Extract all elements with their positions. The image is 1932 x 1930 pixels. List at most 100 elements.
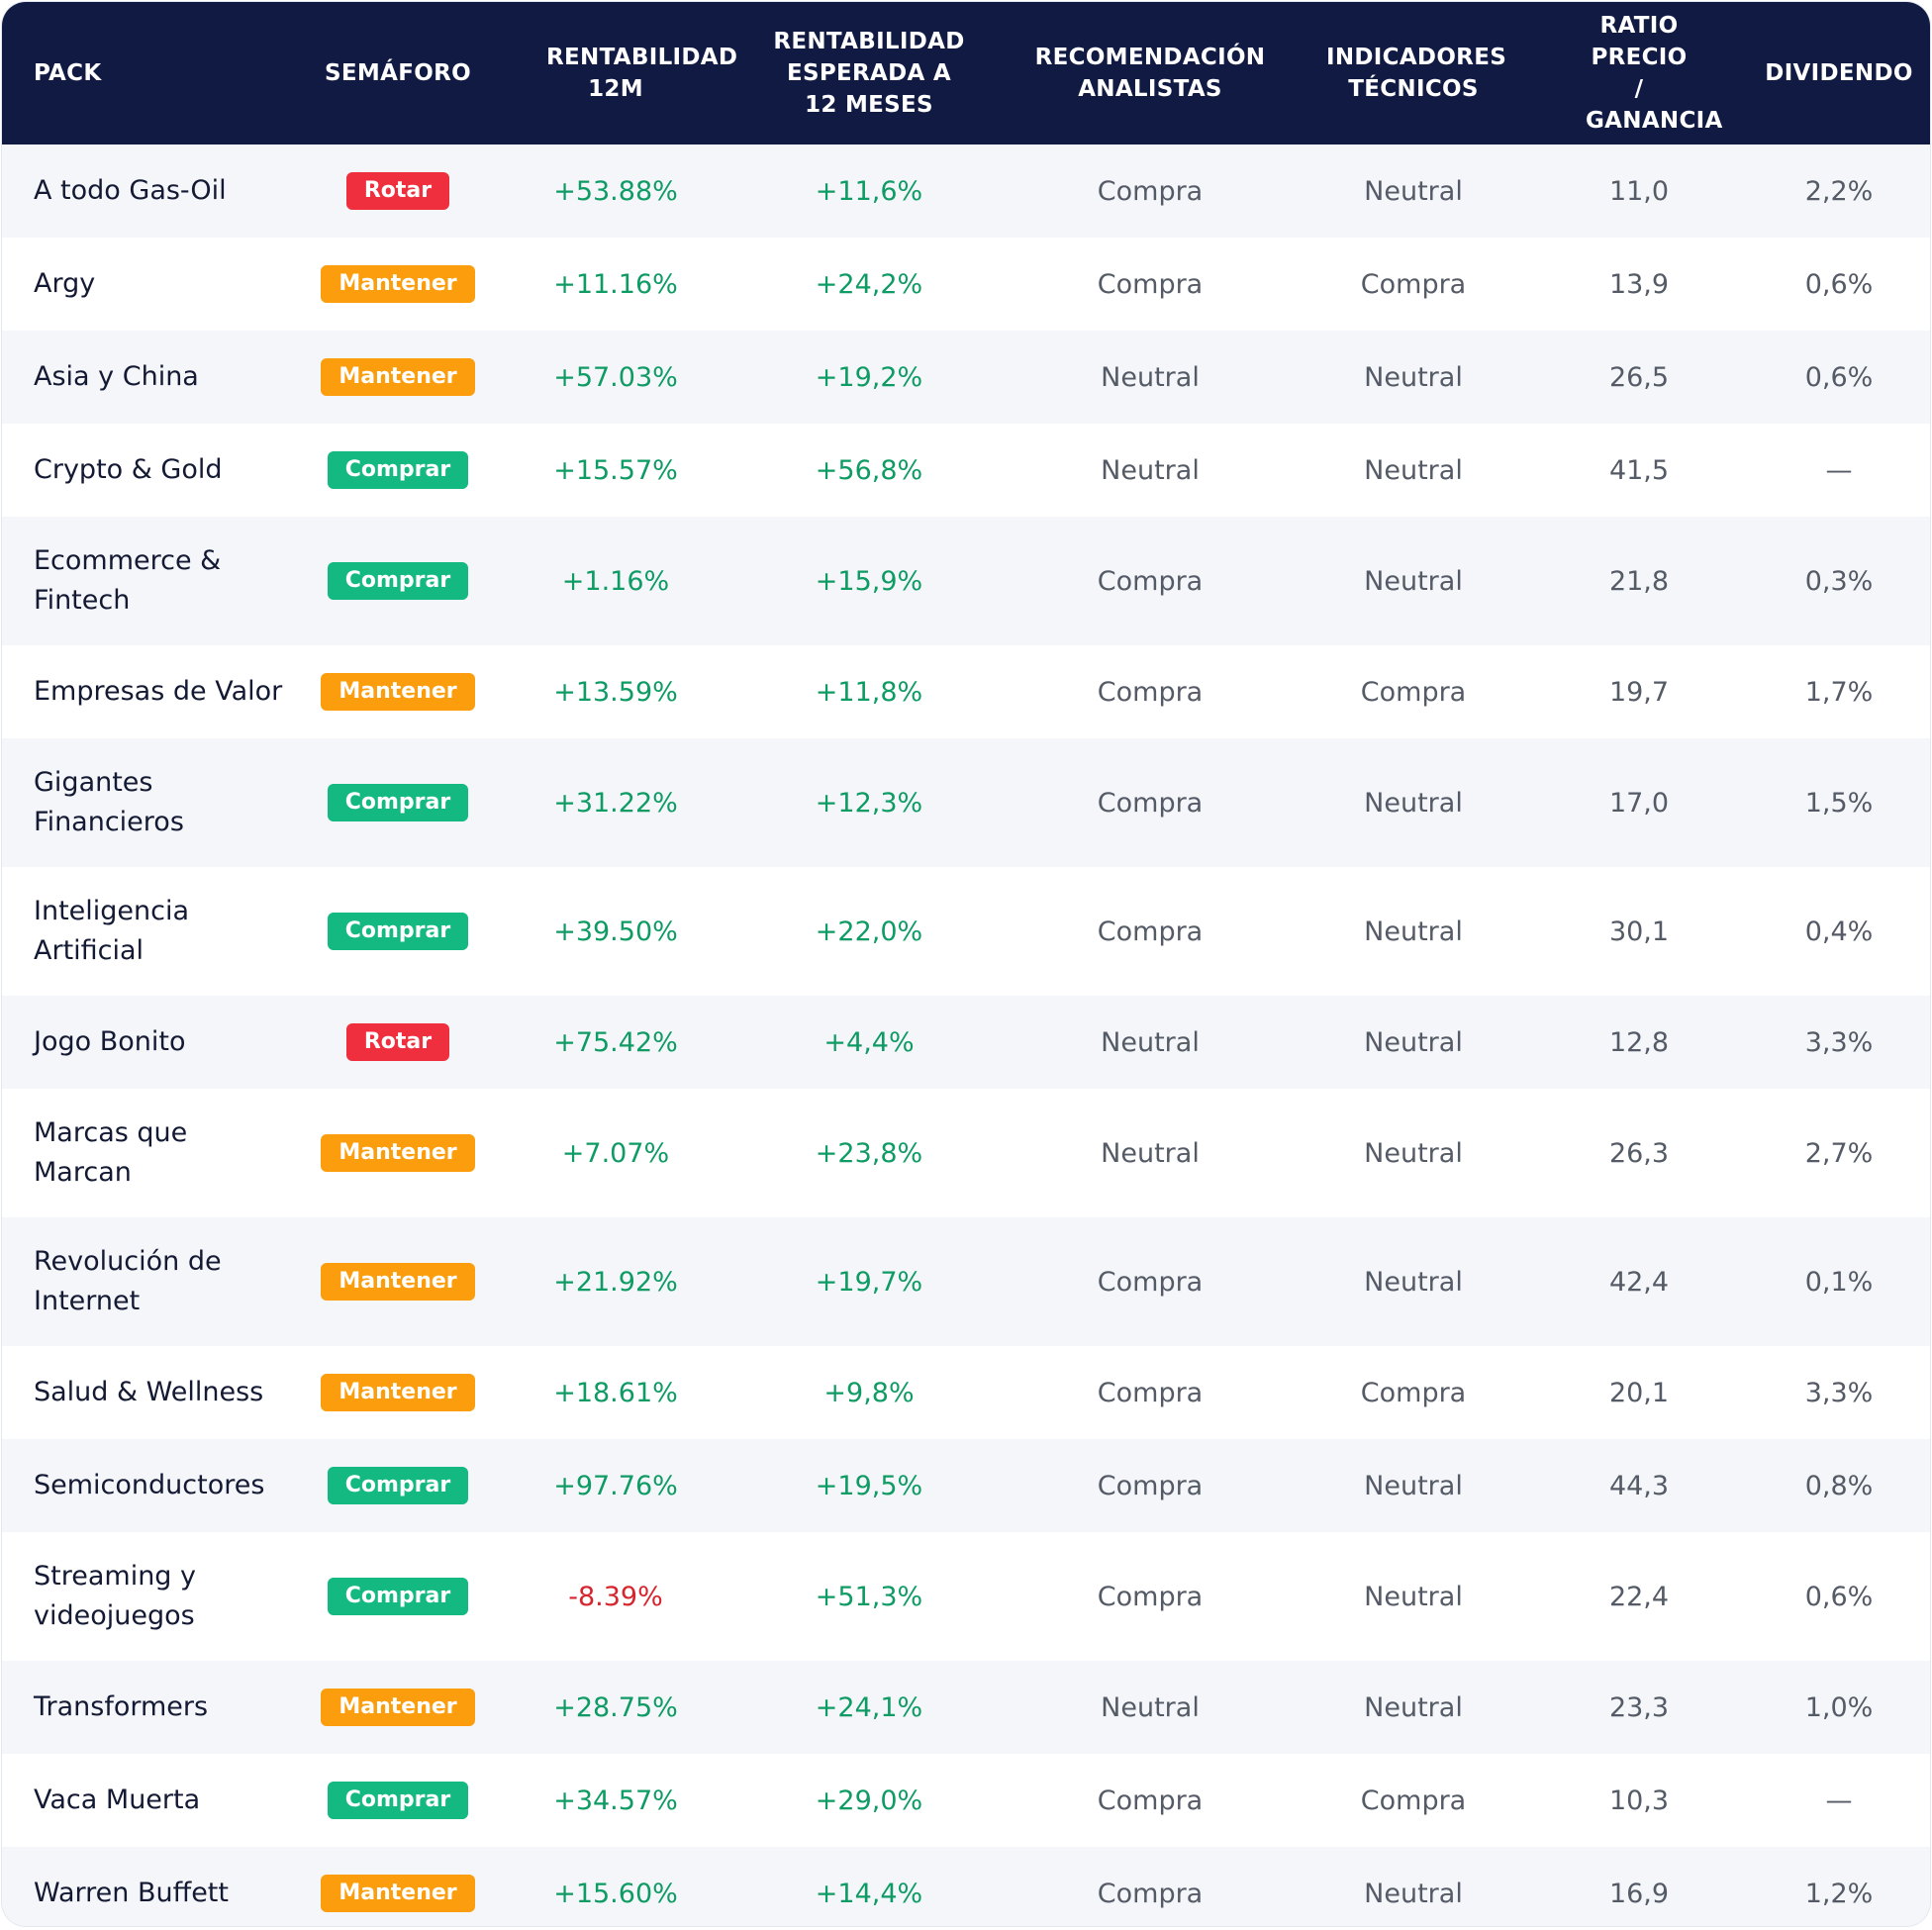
rentabilidad-12m: +31.22%	[553, 787, 678, 819]
indicadores-tecnicos: Neutral	[1364, 1026, 1463, 1058]
table-row[interactable]: Vaca Muerta Comprar +34.57% +29,0% Compra Com…	[2, 1754, 1930, 1847]
header-rentabilidad-esperada[interactable]: RENTABILIDAD ESPERADA A 12 MESES	[773, 29, 965, 118]
semaforo-badge: Mantener	[321, 1875, 475, 1912]
header-indicadores-tecnicos[interactable]: INDICADORES TÉCNICOS	[1326, 45, 1507, 102]
semaforo-cell: Comprar	[299, 867, 497, 996]
ratio-precio-ganancia: 26,3	[1608, 1137, 1670, 1169]
rentabilidad-esperada: +22,0%	[815, 916, 923, 947]
recomendacion-analistas: Compra	[1097, 676, 1204, 708]
ratio-precio-ganancia: 44,3	[1608, 1470, 1670, 1501]
ratio-precio-ganancia: 42,4	[1608, 1266, 1670, 1298]
indicadores-tecnicos: Neutral	[1364, 1137, 1463, 1169]
table-row[interactable]: Marcas que Marcan Mantener +7.07% +23,8% Neu…	[2, 1089, 1930, 1217]
dividendo: 0,6%	[1804, 268, 1874, 300]
pack-name: Transformers	[34, 1691, 209, 1722]
rentabilidad-12m: +18.61%	[553, 1377, 678, 1408]
dividendo: 3,3%	[1804, 1377, 1874, 1408]
table-row[interactable]: Warren Buffett Mantener +15.60% +14,4% Compr…	[2, 1847, 1930, 1926]
recomendacion-analistas: Neutral	[1101, 1026, 1200, 1058]
semaforo-cell: Comprar	[299, 424, 497, 517]
rentabilidad-12m: -8.39%	[568, 1581, 663, 1612]
rentabilidad-12m: +1.16%	[561, 565, 670, 597]
dividendo: —	[1825, 1785, 1853, 1816]
ratio-precio-ganancia: 41,5	[1608, 454, 1670, 486]
recomendacion-analistas: Compra	[1097, 565, 1204, 597]
indicadores-tecnicos: Compra	[1360, 1785, 1467, 1816]
header-rentabilidad-12m[interactable]: RENTABILIDAD 12M	[546, 45, 738, 102]
indicadores-tecnicos: Neutral	[1364, 1691, 1463, 1723]
indicadores-tecnicos: Neutral	[1364, 565, 1463, 597]
table-row[interactable]: A todo Gas-Oil Rotar +53.88% +11,6% Compra Ne…	[2, 145, 1930, 238]
table-row[interactable]: Ecommerce & Fintech Comprar +1.16% +15,9% Co…	[2, 517, 1930, 645]
indicadores-tecnicos: Neutral	[1364, 1266, 1463, 1298]
table-row[interactable]: Jogo Bonito Rotar +75.42% +4,4% Neutral Neutr…	[2, 996, 1930, 1089]
header-ratio-precio-ganancia[interactable]: RATIO PRECIO / GANANCIA	[1586, 13, 1723, 134]
indicadores-tecnicos: Compra	[1360, 676, 1467, 708]
dividendo: 3,3%	[1804, 1026, 1874, 1058]
indicadores-tecnicos: Neutral	[1364, 1581, 1463, 1612]
dividendo: 1,5%	[1804, 787, 1874, 819]
ratio-precio-ganancia: 11,0	[1608, 175, 1670, 207]
ratio-precio-ganancia: 22,4	[1608, 1581, 1670, 1612]
rentabilidad-esperada: +11,8%	[815, 676, 923, 708]
indicadores-tecnicos: Neutral	[1364, 1878, 1463, 1909]
rentabilidad-12m: +34.57%	[553, 1785, 678, 1816]
recomendacion-analistas: Compra	[1097, 1785, 1204, 1816]
rentabilidad-12m: +28.75%	[553, 1691, 678, 1723]
semaforo-cell: Comprar	[299, 517, 497, 645]
ratio-precio-ganancia: 21,8	[1608, 565, 1670, 597]
indicadores-tecnicos: Neutral	[1364, 787, 1463, 819]
dividendo: 0,1%	[1804, 1266, 1874, 1298]
header-recomendacion-analistas[interactable]: RECOMENDACIÓN ANALISTAS	[1034, 45, 1266, 102]
rentabilidad-esperada: +24,1%	[815, 1691, 923, 1723]
table-row[interactable]: Semiconductores Comprar +97.76% +19,5% Compr…	[2, 1439, 1930, 1532]
semaforo-badge: Mantener	[321, 673, 475, 711]
table-row[interactable]: Revolución de Internet Mantener +21.92% +19…	[2, 1217, 1930, 1346]
semaforo-badge: Comprar	[327, 1782, 469, 1819]
semaforo-badge: Comprar	[327, 913, 469, 950]
dividendo: 0,6%	[1804, 361, 1874, 393]
rentabilidad-esperada: +9,8%	[823, 1377, 915, 1408]
rentabilidad-12m: +75.42%	[553, 1026, 678, 1058]
header-dividendo[interactable]: DIVIDENDO	[1765, 60, 1913, 86]
rentabilidad-12m: +21.92%	[553, 1266, 678, 1298]
pack-name: A todo Gas-Oil	[34, 175, 227, 206]
table-row[interactable]: Streaming y videojuegos Comprar -8.39% +51,…	[2, 1532, 1930, 1661]
table-row[interactable]: Inteligencia Artificial Comprar +39.50% +22…	[2, 867, 1930, 996]
ratio-precio-ganancia: 20,1	[1608, 1377, 1670, 1408]
table-row[interactable]: Asia y China Mantener +57.03% +19,2% Neutral…	[2, 331, 1930, 424]
semaforo-badge: Mantener	[321, 1263, 475, 1301]
semaforo-cell: Mantener	[299, 331, 497, 424]
header-pack[interactable]: PACK	[34, 60, 102, 86]
rentabilidad-esperada: +19,7%	[815, 1266, 923, 1298]
ratio-precio-ganancia: 13,9	[1608, 268, 1670, 300]
recomendacion-analistas: Neutral	[1101, 361, 1200, 393]
semaforo-cell: Comprar	[299, 1532, 497, 1661]
pack-name: Crypto & Gold	[34, 454, 223, 485]
dividendo: 0,6%	[1804, 1581, 1874, 1612]
header-semaforo[interactable]: SEMÁFORO	[325, 60, 471, 86]
pack-name: Ecommerce & Fintech	[34, 545, 222, 616]
dividendo: —	[1825, 454, 1853, 486]
pack-name: Marcas que Marcan	[34, 1117, 188, 1188]
semaforo-badge: Mantener	[321, 1374, 475, 1411]
recomendacion-analistas: Compra	[1097, 1266, 1204, 1298]
semaforo-badge: Rotar	[345, 1023, 450, 1061]
rentabilidad-12m: +57.03%	[553, 361, 678, 393]
table-row[interactable]: Transformers Mantener +28.75% +24,1% Neutral…	[2, 1661, 1930, 1754]
table-row[interactable]: Argy Mantener +11.16% +24,2% Compra Compra 13,…	[2, 238, 1930, 331]
table-row[interactable]: Gigantes Financieros Comprar +31.22% +12,3%…	[2, 738, 1930, 867]
ratio-precio-ganancia: 26,5	[1608, 361, 1670, 393]
pack-name: Streaming y videojuegos	[34, 1561, 197, 1631]
table-row[interactable]: Crypto & Gold Comprar +15.57% +56,8% Neutral…	[2, 424, 1930, 517]
rentabilidad-esperada: +14,4%	[815, 1878, 923, 1909]
recomendacion-analistas: Compra	[1097, 1470, 1204, 1501]
ratio-precio-ganancia: 17,0	[1608, 787, 1670, 819]
semaforo-badge: Rotar	[345, 172, 450, 210]
semaforo-badge: Mantener	[321, 1689, 475, 1726]
dividendo: 1,7%	[1804, 676, 1874, 708]
table-row[interactable]: Salud & Wellness Mantener +18.61% +9,8% Comp…	[2, 1346, 1930, 1439]
indicadores-tecnicos: Compra	[1360, 268, 1467, 300]
table-row[interactable]: Empresas de Valor Mantener +13.59% +11,8% Co…	[2, 645, 1930, 738]
table-header-row: PACK SEMÁFORO RENTABILIDAD 12M RENTABILI…	[2, 2, 1930, 145]
